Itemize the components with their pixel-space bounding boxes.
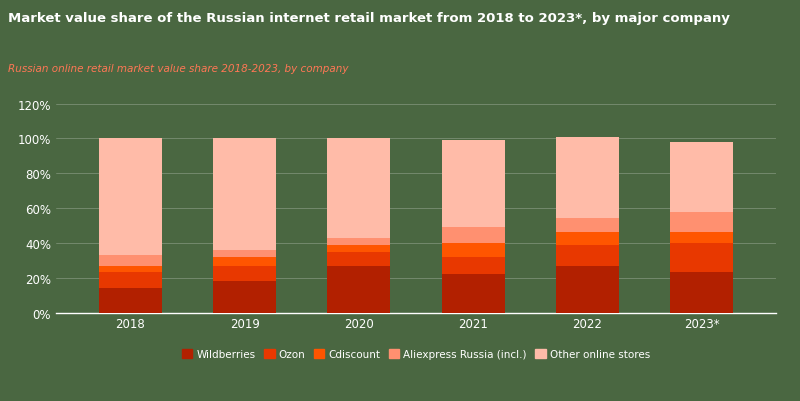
Bar (442, 243, 505, 257)
Bar (556, 266, 619, 313)
Bar (327, 238, 390, 245)
Bar (670, 233, 733, 243)
Bar (99, 255, 162, 266)
Bar (670, 243, 733, 273)
Bar (327, 252, 390, 266)
Bar (213, 257, 276, 266)
Bar (99, 273, 162, 288)
Bar (99, 139, 162, 255)
Bar (442, 141, 505, 228)
Bar (327, 245, 390, 252)
Bar (670, 273, 733, 313)
Bar (670, 212, 733, 233)
Text: Market value share of the Russian internet retail market from 2018 to 2023*, by : Market value share of the Russian intern… (8, 12, 730, 25)
Bar (556, 233, 619, 245)
Legend: Wildberries, Ozon, Cdiscount, Aliexpress Russia (incl.), Other online stores: Wildberries, Ozon, Cdiscount, Aliexpress… (178, 345, 654, 363)
Bar (327, 266, 390, 313)
Bar (99, 288, 162, 313)
Bar (213, 282, 276, 313)
Text: Russian online retail market value share 2018-2023, by company: Russian online retail market value share… (8, 64, 349, 74)
Bar (442, 257, 505, 275)
Bar (213, 139, 276, 250)
Bar (670, 142, 733, 212)
Bar (99, 266, 162, 273)
Bar (327, 139, 390, 238)
Bar (213, 250, 276, 257)
Bar (213, 266, 276, 282)
Bar (556, 219, 619, 233)
Bar (556, 245, 619, 266)
Bar (442, 275, 505, 313)
Bar (442, 228, 505, 243)
Bar (556, 137, 619, 219)
